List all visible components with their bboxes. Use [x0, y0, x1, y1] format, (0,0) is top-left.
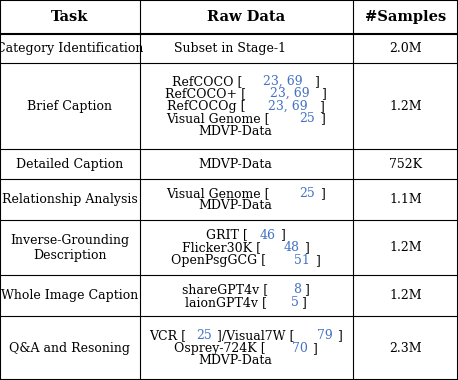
Text: ]: ] — [315, 254, 319, 267]
Text: RefCOCOg [: RefCOCOg [ — [167, 100, 245, 113]
Text: 70: 70 — [292, 342, 308, 355]
Text: shareGPT4v [: shareGPT4v [ — [182, 283, 268, 296]
Text: Flicker30K [: Flicker30K [ — [182, 241, 261, 254]
Text: GRIT [: GRIT [ — [206, 229, 247, 242]
Text: Category Identification: Category Identification — [0, 42, 143, 55]
Text: ]: ] — [280, 229, 285, 242]
Text: MDVP-Data: MDVP-Data — [198, 199, 273, 212]
Text: 1.2M: 1.2M — [389, 290, 422, 302]
Text: ]: ] — [301, 296, 306, 309]
Text: Inverse-Grounding
Description: Inverse-Grounding Description — [10, 234, 130, 262]
Text: Whole Image Caption: Whole Image Caption — [1, 290, 138, 302]
Text: Osprey-724K [: Osprey-724K [ — [174, 342, 265, 355]
Text: ]/Visual7W [: ]/Visual7W [ — [217, 329, 294, 342]
Text: ]: ] — [337, 329, 342, 342]
Text: 1.2M: 1.2M — [389, 100, 422, 113]
Text: 8: 8 — [294, 283, 301, 296]
Text: Raw Data: Raw Data — [207, 10, 285, 24]
Text: MDVP-Data: MDVP-Data — [198, 158, 273, 171]
Text: MDVP-Data: MDVP-Data — [198, 125, 273, 138]
Text: RefCOCO [: RefCOCO [ — [172, 75, 242, 88]
Text: 25: 25 — [196, 329, 213, 342]
Text: 23, 69: 23, 69 — [268, 100, 308, 113]
Text: Task: Task — [51, 10, 88, 24]
Text: ]: ] — [312, 342, 317, 355]
Text: Visual Genome [: Visual Genome [ — [166, 112, 270, 125]
Text: ]: ] — [304, 241, 309, 254]
Text: 51: 51 — [294, 254, 310, 267]
Text: MDVP-Data: MDVP-Data — [198, 354, 273, 367]
Text: Visual Genome [: Visual Genome [ — [166, 187, 270, 200]
Text: ]: ] — [314, 75, 319, 88]
Text: Subset in Stage-1: Subset in Stage-1 — [174, 42, 286, 55]
Text: 23, 69: 23, 69 — [263, 75, 302, 88]
Text: ]: ] — [320, 187, 325, 200]
Text: ]: ] — [304, 283, 309, 296]
Text: Q&A and Resoning: Q&A and Resoning — [9, 342, 131, 355]
Text: 25: 25 — [300, 187, 316, 200]
Text: 752K: 752K — [389, 158, 422, 171]
Text: ]: ] — [320, 112, 325, 125]
Text: 5: 5 — [291, 296, 299, 309]
Text: 48: 48 — [284, 241, 300, 254]
Text: OpenPsgGCG [: OpenPsgGCG [ — [171, 254, 267, 267]
Text: 2.3M: 2.3M — [389, 342, 422, 355]
Text: ]: ] — [321, 87, 326, 100]
Text: Brief Caption: Brief Caption — [27, 100, 112, 113]
Text: 79: 79 — [317, 329, 333, 342]
Text: 25: 25 — [300, 112, 316, 125]
Text: #Samples: #Samples — [365, 10, 446, 24]
Text: 1.2M: 1.2M — [389, 241, 422, 254]
Text: VCR [: VCR [ — [149, 329, 186, 342]
Text: Detailed Caption: Detailed Caption — [16, 158, 124, 171]
Text: 2.0M: 2.0M — [389, 42, 422, 55]
Text: 1.1M: 1.1M — [389, 193, 422, 206]
Text: Relationship Analysis: Relationship Analysis — [2, 193, 138, 206]
Text: laionGPT4v [: laionGPT4v [ — [185, 296, 267, 309]
Text: 23, 69: 23, 69 — [270, 87, 309, 100]
Text: 46: 46 — [260, 229, 276, 242]
Text: RefCOCO+ [: RefCOCO+ [ — [165, 87, 246, 100]
Text: ]: ] — [319, 100, 324, 113]
